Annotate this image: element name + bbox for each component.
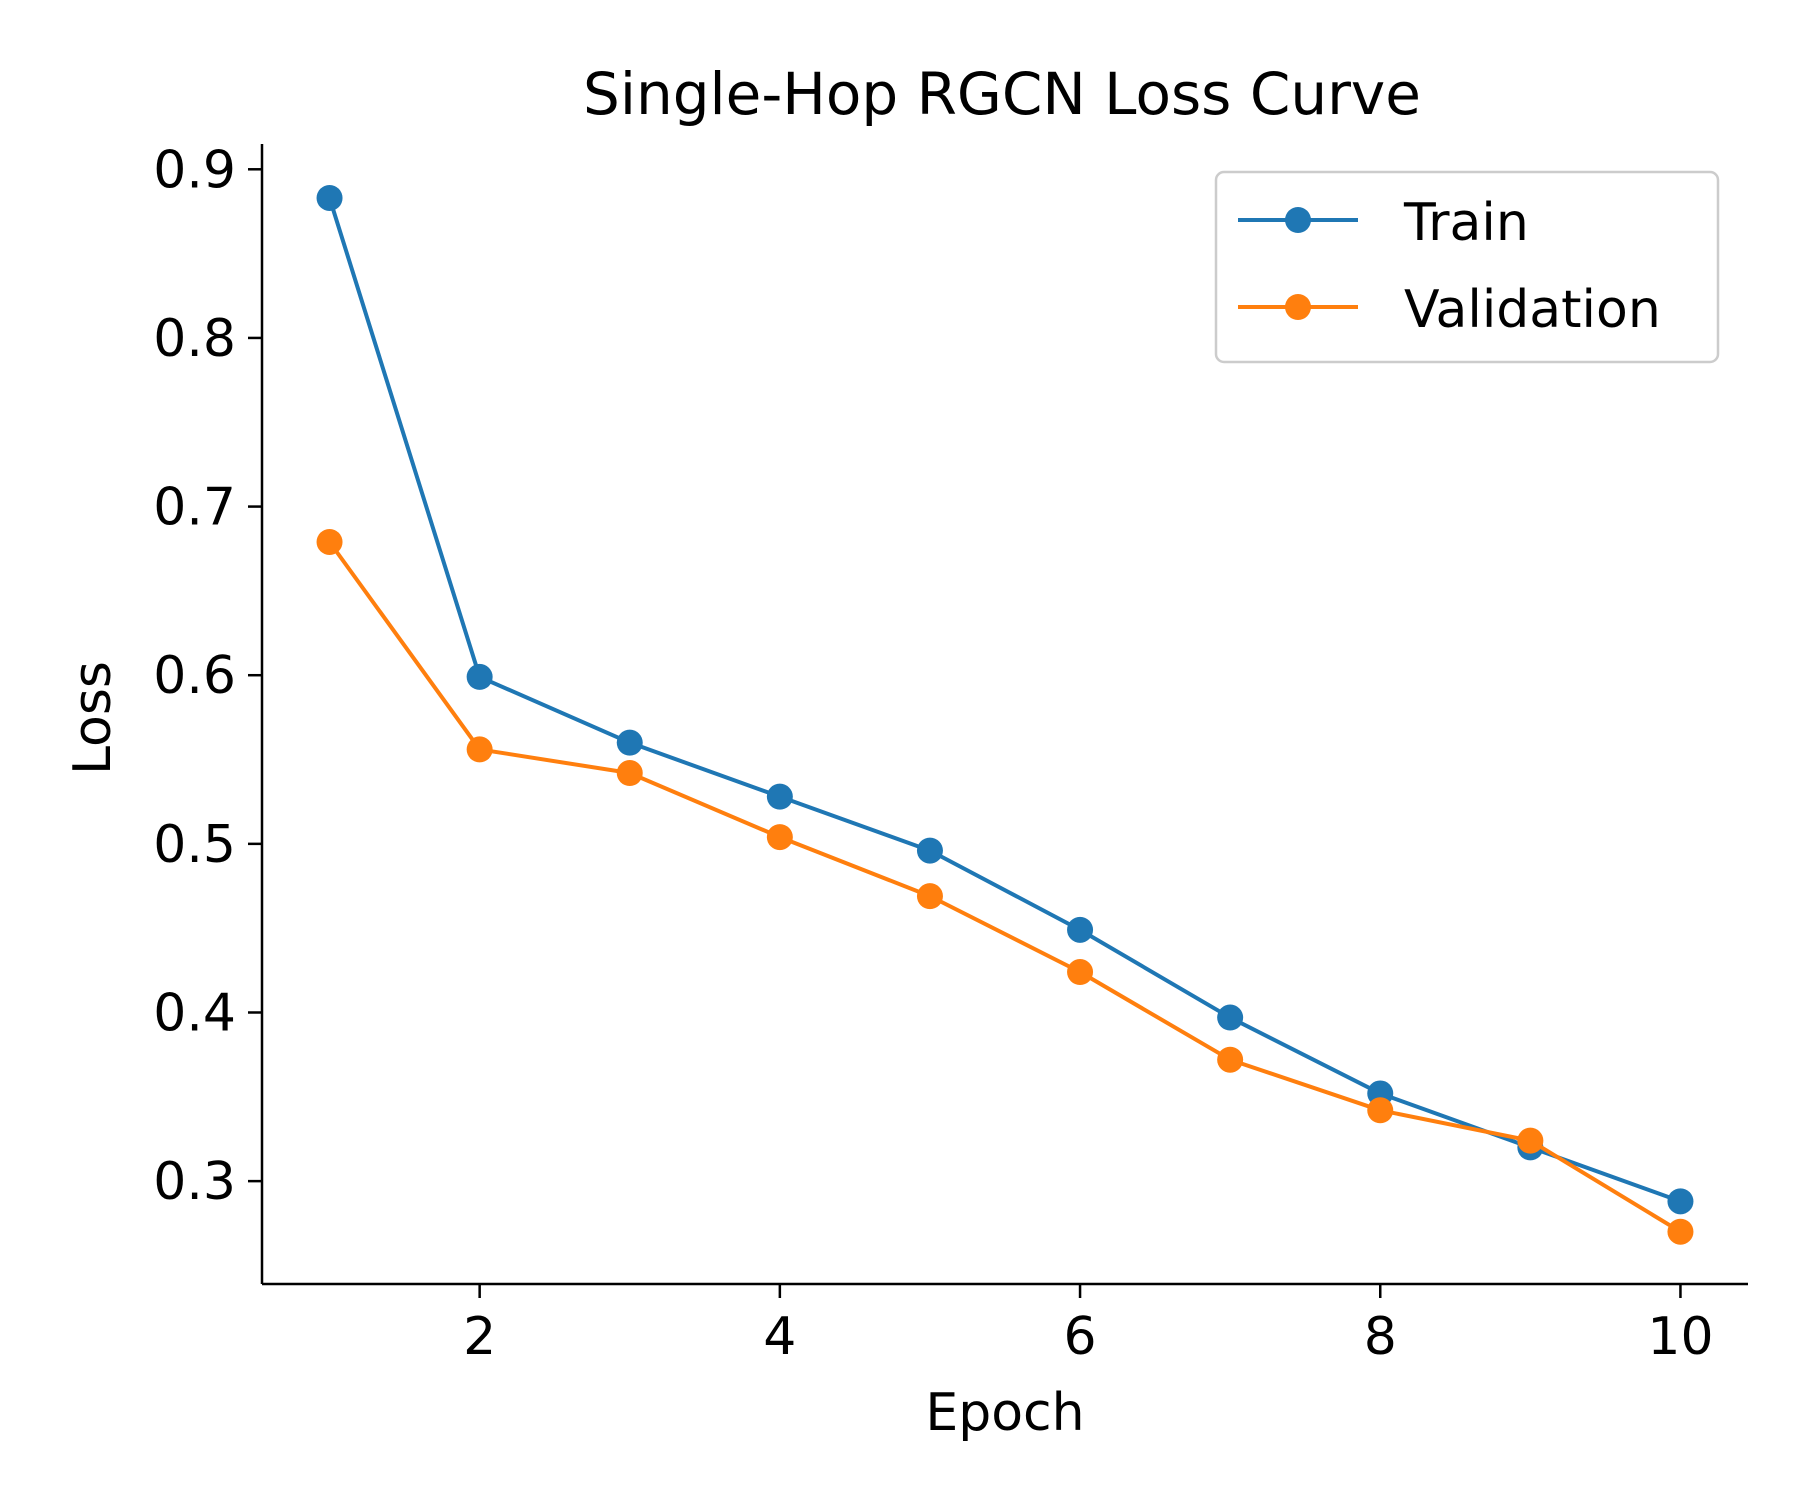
series-layer xyxy=(316,184,1694,1245)
x-tick-label: 4 xyxy=(763,1307,796,1367)
legend-entry-train: Train xyxy=(1238,193,1529,253)
data-point-train xyxy=(466,663,493,690)
y-tick-label: 0.3 xyxy=(153,1152,236,1212)
y-tick-label: 0.4 xyxy=(153,983,236,1043)
data-point-train xyxy=(766,783,793,810)
x-tick-label: 8 xyxy=(1364,1307,1397,1367)
x-tick-label: 6 xyxy=(1064,1307,1097,1367)
data-point-train xyxy=(1217,1004,1244,1031)
y-axis-label: Loss xyxy=(63,661,123,775)
data-point-train xyxy=(916,837,943,864)
series-line-train xyxy=(327,197,1682,1204)
y-tick-label: 0.6 xyxy=(153,646,236,706)
data-point-train xyxy=(316,184,343,211)
x-tick-label: 10 xyxy=(1647,1307,1713,1367)
data-point-validation xyxy=(1367,1097,1394,1124)
x-tick-label: 2 xyxy=(463,1307,496,1367)
y-tick-label: 0.5 xyxy=(153,815,236,875)
data-point-train xyxy=(1067,916,1094,943)
x-ticks: 2 4 6 8 10 xyxy=(463,1284,1714,1367)
plot-area: 2 4 6 8 10 0.3 0.4 0.5 0.6 0.7 0.8 0.9 xyxy=(153,140,1748,1367)
legend-entry-validation: Validation xyxy=(1238,280,1661,340)
data-point-train xyxy=(616,729,643,756)
data-point-validation xyxy=(1067,959,1094,986)
data-point-validation xyxy=(766,824,793,851)
legend-train-label: Train xyxy=(1403,193,1529,253)
data-point-validation xyxy=(1667,1218,1694,1245)
data-point-validation xyxy=(466,736,493,763)
chart-title: Single-Hop RGCN Loss Curve xyxy=(583,60,1421,128)
y-ticks: 0.3 0.4 0.5 0.6 0.7 0.8 0.9 xyxy=(153,140,262,1212)
y-tick-label: 0.7 xyxy=(153,478,236,538)
y-tick-label: 0.9 xyxy=(153,140,236,200)
data-point-train xyxy=(1667,1188,1694,1215)
legend-validation-label: Validation xyxy=(1404,280,1661,340)
legend-validation-marker xyxy=(1285,294,1311,320)
y-tick-label: 0.8 xyxy=(153,309,236,369)
data-point-validation xyxy=(1217,1046,1244,1073)
data-point-validation xyxy=(616,760,643,787)
x-axis-label: Epoch xyxy=(925,1383,1084,1443)
legend-train-marker xyxy=(1285,207,1311,233)
data-point-validation xyxy=(316,528,343,555)
legend: Train Validation xyxy=(1214,170,1720,364)
series-line-validation xyxy=(327,540,1682,1234)
data-point-validation xyxy=(1517,1127,1544,1154)
data-point-validation xyxy=(916,883,943,910)
